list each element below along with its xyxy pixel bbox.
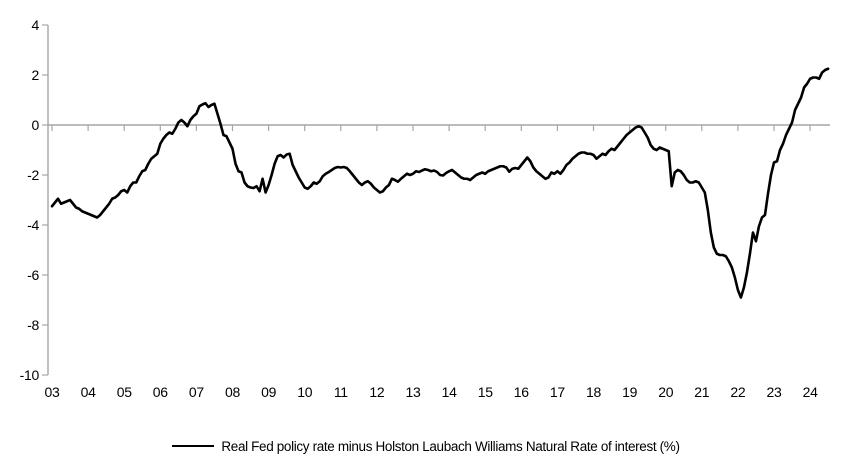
y-axis-tick-label: 4	[32, 17, 40, 33]
x-axis-tick-label: 20	[658, 384, 673, 400]
x-axis-tick-label: 13	[406, 384, 421, 400]
x-axis-tick-label: 23	[767, 384, 782, 400]
x-axis-tick-label: 07	[189, 384, 204, 400]
x-axis-tick-label: 04	[81, 384, 96, 400]
x-axis-tick-label: 05	[117, 384, 132, 400]
legend: Real Fed policy rate minus Holston Lauba…	[0, 431, 852, 461]
x-axis-tick-label: 09	[261, 384, 276, 400]
x-axis-tick-label: 12	[369, 384, 384, 400]
y-axis-tick-label: -8	[27, 317, 39, 333]
x-axis-tick-label: 16	[514, 384, 529, 400]
line-chart-plot-area: 03 04 05 06 07 08 09 10 11 12 13 14 15 16 17 18 19 20 21 22…	[20, 17, 830, 400]
y-axis-tick-label: -10	[20, 367, 40, 383]
x-axis-tick-label: 10	[297, 384, 312, 400]
y-axis-tick-label: -4	[27, 217, 39, 233]
x-axis-tick-label: 21	[694, 384, 709, 400]
x-axis-tick-label: 24	[803, 384, 818, 400]
x-axis-tick-label: 08	[225, 384, 240, 400]
series-line	[50, 67, 830, 299]
y-axis-tick-label: 0	[32, 117, 40, 133]
x-axis-tick-label: 03	[45, 384, 60, 400]
x-axis-tick-label: 18	[586, 384, 601, 400]
legend-line-sample-icon	[172, 445, 215, 447]
x-axis-tick-label: 06	[153, 384, 168, 400]
y-axis-tick-label: -2	[27, 167, 39, 183]
x-axis-tick-label: 22	[730, 384, 745, 400]
x-axis-tick-label: 11	[334, 384, 348, 400]
legend-label: Real Fed policy rate minus Holston Lauba…	[221, 438, 680, 454]
x-axis-tick-label: 14	[442, 384, 457, 400]
x-axis-tick-label: 17	[550, 384, 565, 400]
y-axis-tick-label: -6	[27, 267, 39, 283]
x-axis-tick-label: 15	[478, 384, 493, 400]
x-axis-tick-label: 19	[622, 384, 637, 400]
y-axis-tick-label: 2	[32, 67, 40, 83]
